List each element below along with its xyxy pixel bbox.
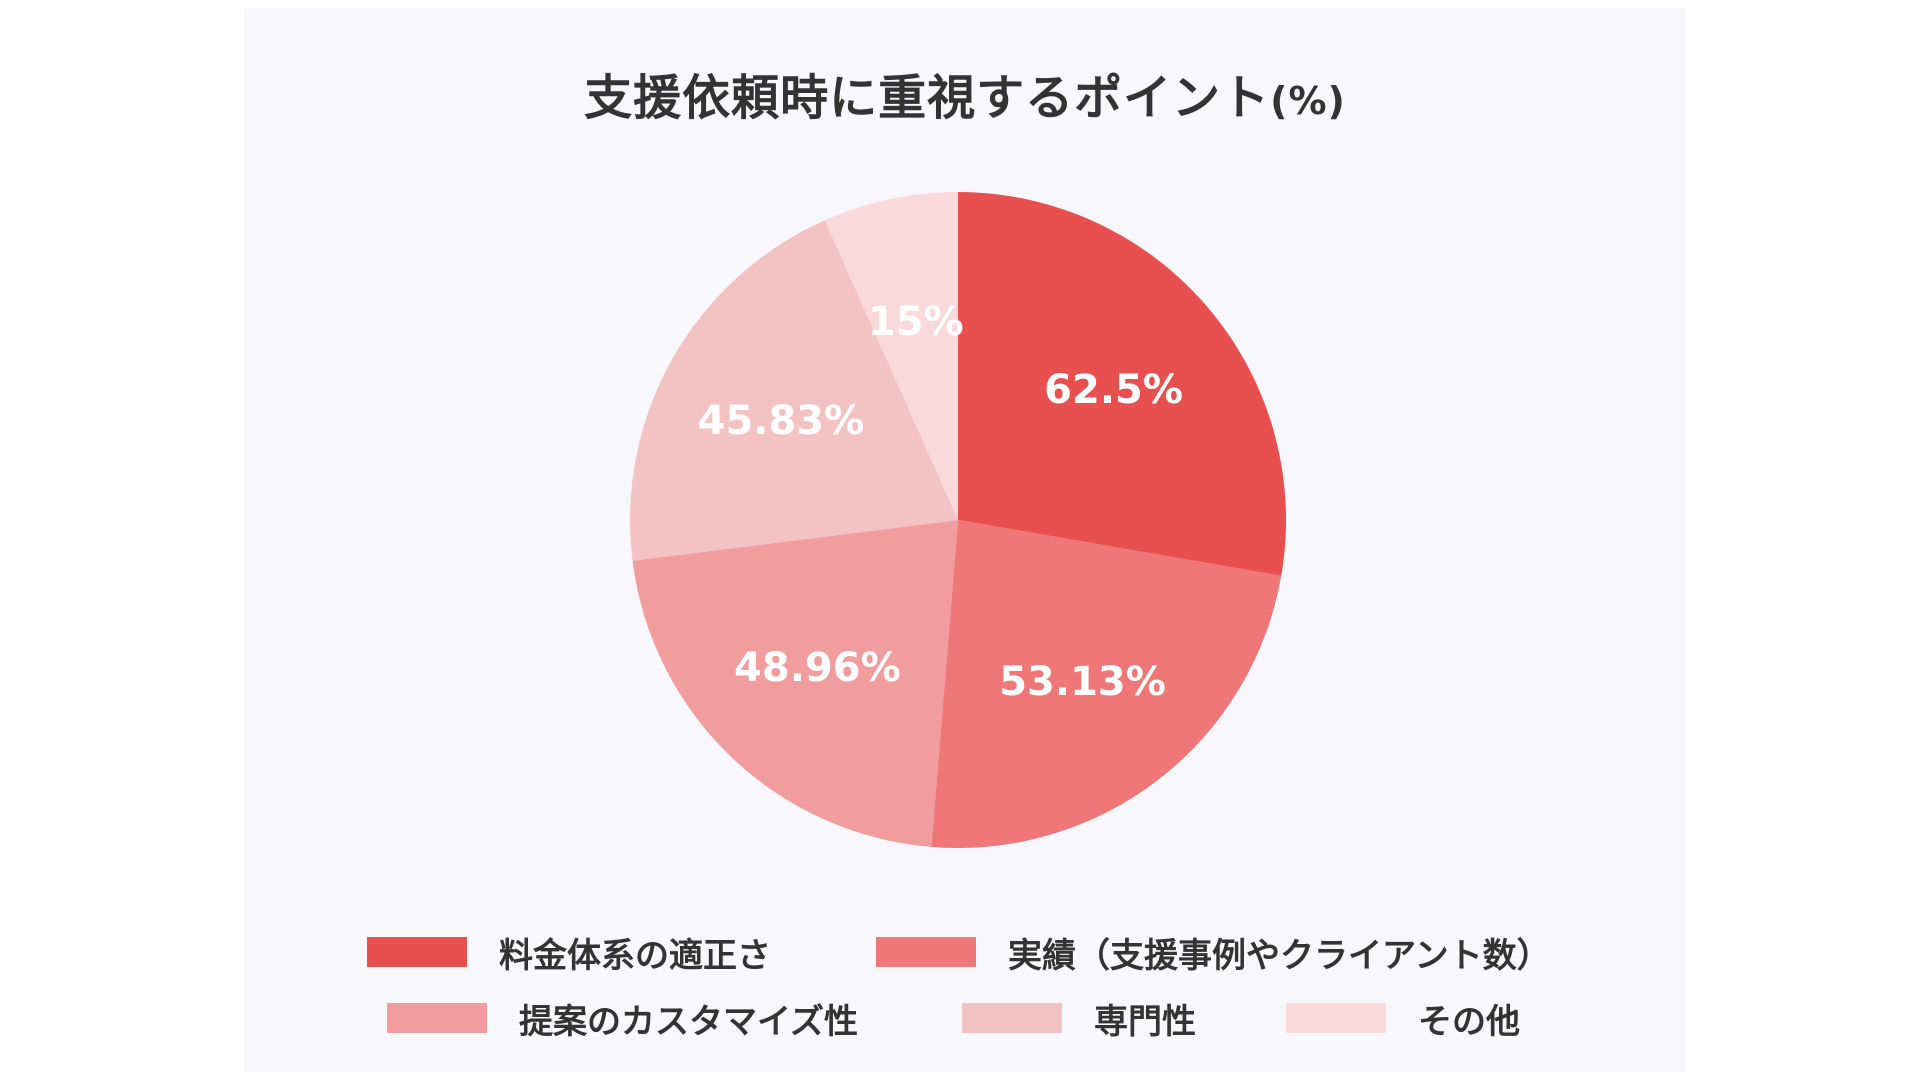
legend: 料金体系の適正さ 実績（支援事例やクライアント数） 提案のカスタマイズ性 専門性… [244, 928, 1686, 1058]
legend-swatch-track-record [876, 937, 976, 967]
pie-slice-pricing [958, 192, 1286, 576]
chart-title: 支援依頼時に重視するポイント(%) [244, 58, 1686, 128]
pie-slice-customization [632, 520, 958, 847]
pie-chart: 62.5% 53.13% 48.96% 45.83% 15% [630, 192, 1286, 848]
chart-title-text: 支援依頼時に重視するポイント [584, 70, 1271, 126]
legend-swatch-pricing [367, 937, 467, 967]
legend-item-customization: 提案のカスタマイズ性 [387, 994, 858, 1042]
pie-slice-expertise [630, 220, 958, 561]
pie-label-track-record: 53.13% [999, 659, 1166, 705]
pie-slices [630, 192, 1286, 848]
legend-swatch-expertise [962, 1003, 1062, 1033]
pie-slice-track-record [931, 520, 1282, 848]
legend-label-track-record: 実績（支援事例やクライアント数） [1008, 935, 1551, 976]
legend-label-other: その他 [1418, 1001, 1520, 1042]
legend-item-track-record: 実績（支援事例やクライアント数） [876, 928, 1551, 976]
legend-item-expertise: 専門性 [962, 994, 1196, 1042]
chart-panel: 支援依頼時に重視するポイント(%) 62.5% 53.13% 48.96% 45.83… [244, 8, 1686, 1072]
chart-title-unit: (%) [1270, 79, 1346, 123]
pie-label-other: 15% [868, 299, 964, 345]
legend-label-pricing: 料金体系の適正さ [499, 935, 771, 976]
pie-label-customization: 48.96% [734, 645, 901, 691]
pie-label-expertise: 45.83% [698, 398, 865, 444]
pie-label-pricing: 62.5% [1044, 367, 1183, 413]
legend-item-pricing: 料金体系の適正さ [367, 928, 771, 976]
pie-slice-other [824, 192, 958, 520]
pie-labels: 62.5% 53.13% 48.96% 45.83% 15% [698, 299, 1183, 705]
legend-swatch-other [1286, 1003, 1386, 1033]
legend-swatch-customization [387, 1003, 487, 1033]
legend-label-customization: 提案のカスタマイズ性 [519, 1001, 858, 1042]
legend-item-other: その他 [1286, 994, 1520, 1042]
legend-label-expertise: 専門性 [1094, 1001, 1196, 1042]
